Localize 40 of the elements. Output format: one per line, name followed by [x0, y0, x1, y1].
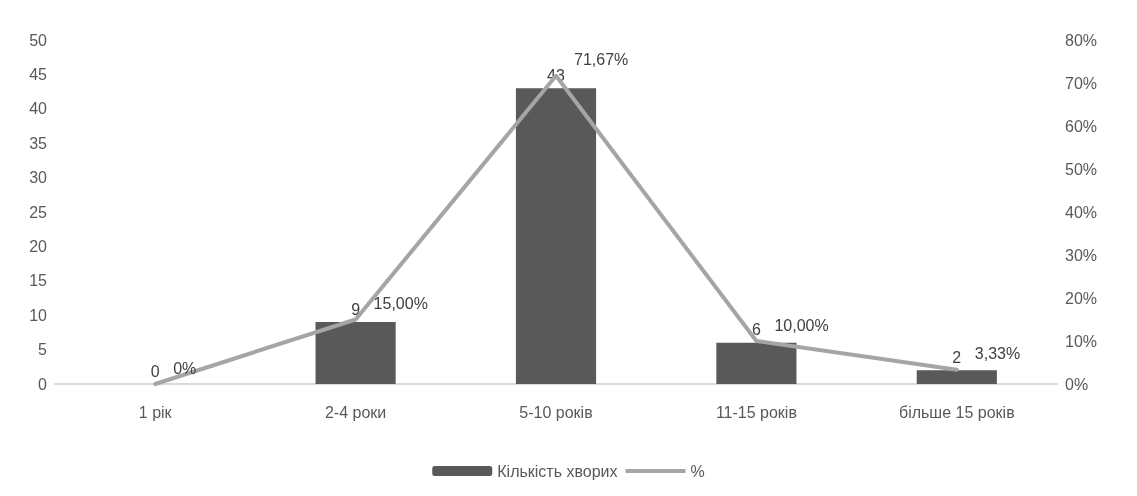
y-tick-label: 30 [29, 169, 48, 187]
data-label: 2 [952, 348, 962, 366]
x-tick-label: більше 15 років [898, 403, 1015, 421]
y2-tick-label: 10% [1065, 332, 1098, 350]
y-tick-label: 15 [29, 272, 48, 290]
x-tick-label: 5-10 років [519, 403, 593, 421]
x-tick-label: 2-4 роки [324, 403, 387, 421]
data-label: 0 [150, 362, 160, 380]
y-tick-label: 0 [38, 375, 48, 393]
y-tick-label: 50 [29, 31, 48, 49]
data-label: 6 [751, 321, 761, 339]
y-tick-label: 45 [29, 65, 48, 83]
data-label: 15,00% [373, 295, 428, 312]
bar [315, 322, 396, 384]
y2-tick-label: 30% [1065, 246, 1098, 264]
y2-tick-label: 70% [1065, 74, 1098, 92]
data-label: 0% [173, 359, 197, 377]
y2-tick-label: 60% [1065, 117, 1098, 135]
legend-label: % [690, 462, 705, 480]
y-tick-label: 40 [29, 100, 48, 118]
y2-tick-label: 80% [1065, 31, 1098, 49]
y-tick-label: 25 [29, 203, 48, 221]
bar [716, 342, 797, 384]
y2-tick-label: 40% [1065, 203, 1098, 221]
x-tick-label: 1 рік [138, 403, 173, 421]
y2-tick-label: 0% [1065, 375, 1089, 393]
x-tick-label: 11-15 років [715, 403, 797, 421]
data-label: 3,33% [974, 345, 1021, 363]
y-tick-label: 10 [29, 306, 48, 324]
y-tick-label: 35 [29, 134, 48, 152]
bar [916, 370, 997, 384]
data-label: 10,00% [774, 316, 829, 334]
bar [515, 88, 597, 384]
y2-tick-label: 20% [1065, 289, 1098, 307]
y-tick-label: 20 [29, 237, 48, 255]
legend-label: Кількість хворих [497, 462, 618, 480]
data-label: 71,67% [574, 51, 629, 69]
data-label: 9 [351, 300, 361, 318]
y-tick-label: 5 [38, 341, 48, 359]
y2-tick-label: 50% [1065, 160, 1098, 178]
